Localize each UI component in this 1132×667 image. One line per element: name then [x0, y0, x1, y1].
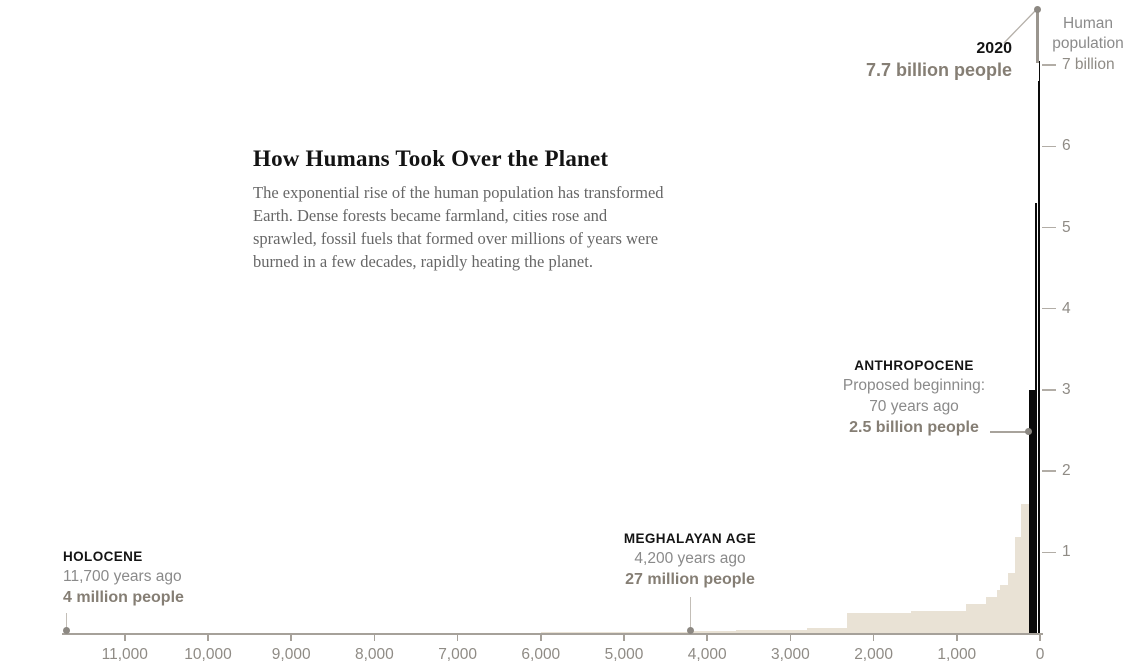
x-tick-label: 7,000 — [438, 646, 477, 663]
population-bar — [653, 631, 691, 634]
chart-subtitle-line: sprawled, fossil fuels that formed over … — [253, 229, 659, 248]
annotation-meghalayan-title: MEGHALAYAN AGE — [623, 531, 757, 546]
population-bar — [1015, 536, 1021, 634]
y-tick-mark — [1042, 64, 1056, 66]
annotation-holocene-value: 4 million people — [63, 589, 184, 606]
peak-dot — [1034, 6, 1041, 13]
y-tick-mark — [1042, 226, 1056, 229]
y-axis-title-line: population — [1052, 35, 1124, 52]
population-bar — [997, 590, 1001, 634]
x-tick-label: 4,000 — [687, 646, 727, 663]
meghalayan-leader-line — [690, 597, 691, 629]
x-tick-label: 3,000 — [770, 646, 810, 663]
x-axis-line — [62, 633, 1043, 635]
y-axis-title: Human population — [1044, 14, 1132, 54]
y-tick-mark — [1042, 307, 1056, 310]
annotation-meghalayan: MEGHALAYAN AGE 4,200 years ago 27 millio… — [540, 529, 840, 591]
chart-subtitle: The exponential rise of the human popula… — [253, 181, 713, 273]
annotation-holocene-text: 11,700 years ago — [63, 568, 182, 585]
chart-subtitle-line: Earth. Dense forests became farmland, ci… — [253, 206, 608, 225]
x-tick-label: 10,000 — [184, 646, 232, 663]
y-tick-label: 3 — [1062, 380, 1071, 398]
annotation-anthropocene-text: 70 years ago — [869, 398, 959, 415]
population-bar — [736, 630, 808, 634]
annotation-meghalayan-value: 27 million people — [625, 571, 755, 588]
x-tick-label: 9,000 — [271, 646, 311, 663]
anthropocene-leader-line — [990, 431, 1028, 433]
x-tick-mark — [540, 635, 542, 641]
population-bar — [965, 604, 986, 634]
x-tick-label: 11,000 — [101, 646, 148, 663]
x-tick-mark — [290, 635, 292, 641]
annotation-anthropocene-title: ANTHROPOCENE — [854, 358, 974, 373]
annotation-2020-year: 2020 — [976, 40, 1012, 57]
holocene-leader-line — [66, 613, 67, 630]
meghalayan-dot — [687, 627, 694, 634]
y-tick-mark — [1042, 145, 1056, 148]
population-bar — [985, 596, 998, 634]
x-tick-mark — [623, 635, 625, 641]
population-bar — [1020, 503, 1030, 634]
population-bar — [1000, 584, 1008, 634]
annotation-2020-leader-line — [1003, 9, 1037, 44]
chart-subtitle-line: The exponential rise of the human popula… — [253, 183, 664, 202]
x-tick-mark — [956, 635, 958, 641]
x-tick-mark — [789, 635, 792, 641]
annotation-anthropocene-text: Proposed beginning: — [842, 377, 986, 394]
x-tick-label: 5,000 — [604, 646, 644, 663]
x-tick-label: 6,000 — [521, 646, 561, 663]
annotation-2020-value: 7.7 billion people — [865, 60, 1012, 80]
y-tick-label: 1 — [1062, 543, 1071, 561]
peak-connector-line — [1036, 11, 1039, 63]
anthropocene-dot — [1025, 428, 1032, 435]
population-bar — [1007, 573, 1016, 634]
y-tick-mark — [1042, 551, 1056, 554]
x-tick-label: 0 — [1035, 646, 1045, 663]
population-bar — [911, 610, 966, 634]
annotation-holocene-title: HOLOCENE — [63, 549, 143, 564]
population-spike-bar — [1037, 81, 1040, 634]
annotation-meghalayan-text: 4,200 years ago — [634, 550, 746, 567]
annotation-anthropocene: ANTHROPOCENE Proposed beginning: 70 year… — [764, 356, 1064, 439]
y-axis-title-line: Human — [1063, 15, 1113, 32]
holocene-dot — [63, 627, 70, 634]
x-tick-mark — [124, 635, 126, 641]
x-tick-mark — [706, 635, 708, 641]
annotation-anthropocene-value: 2.5 billion people — [849, 419, 979, 436]
x-tick-mark — [456, 635, 459, 641]
x-tick-mark — [373, 635, 376, 641]
x-tick-label: 2,000 — [854, 646, 893, 663]
chart-subtitle-line: burned in a few decades, rapidly heating… — [253, 252, 593, 271]
y-tick-mark — [1042, 470, 1056, 472]
x-tick-mark — [1039, 635, 1041, 641]
population-bar — [807, 627, 847, 634]
x-tick-label: 8,000 — [354, 646, 394, 663]
y-tick-label: 6 — [1062, 137, 1071, 155]
y-tick-label: 7 billion — [1062, 56, 1115, 74]
population-bar — [846, 613, 912, 634]
annotation-2020: 2020 7.7 billion people — [866, 40, 1012, 82]
population-bar — [690, 631, 737, 634]
y-tick-label: 5 — [1062, 218, 1071, 236]
x-tick-label: 1,000 — [937, 646, 977, 663]
population-bar — [540, 632, 654, 634]
population-spike-bar — [1039, 61, 1040, 634]
y-tick-mark — [1042, 389, 1056, 391]
x-tick-mark — [872, 635, 875, 641]
chart-title: How Humans Took Over the Planet — [253, 146, 609, 171]
population-spike-bar — [1029, 389, 1035, 634]
y-tick-label: 2 — [1062, 462, 1071, 480]
population-spike-bar — [1035, 203, 1038, 634]
annotation-holocene: HOLOCENE 11,700 years ago 4 million peop… — [63, 547, 323, 609]
x-tick-mark — [207, 635, 209, 641]
y-tick-label: 4 — [1062, 299, 1071, 317]
